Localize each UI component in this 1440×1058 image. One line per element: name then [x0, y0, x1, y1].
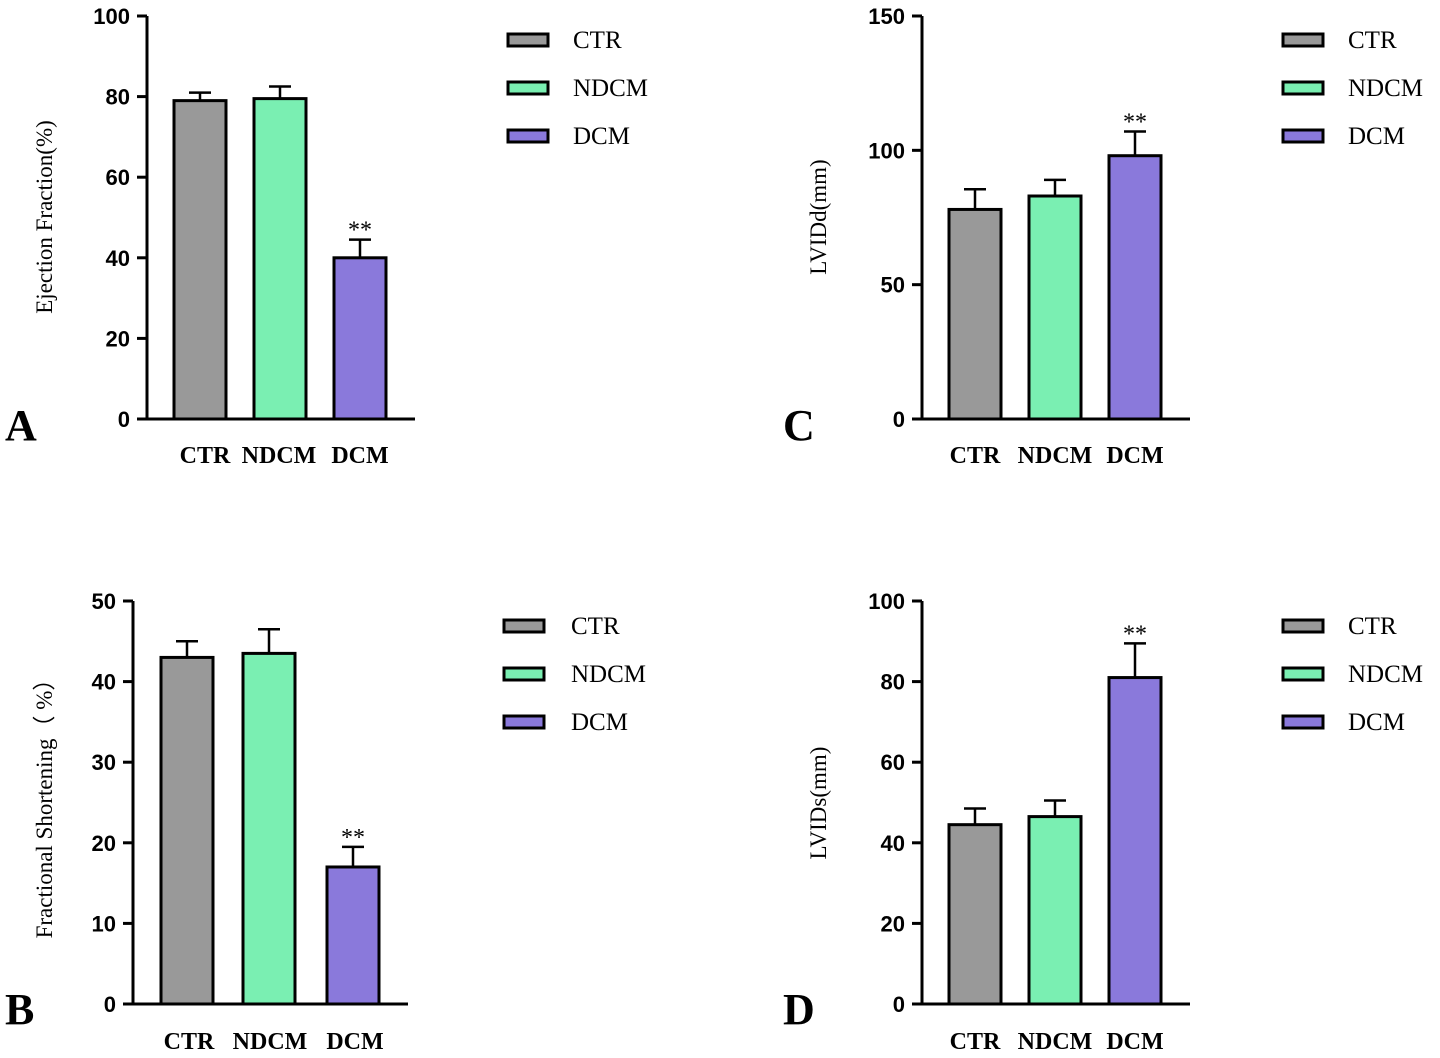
- legend-label: CTR: [1348, 27, 1397, 54]
- y-tick-label: 80: [106, 85, 130, 110]
- legend-swatch-ctr: [1281, 618, 1325, 634]
- legend-label: DCM: [573, 123, 630, 150]
- legend-label: CTR: [1348, 613, 1397, 640]
- legend-label: CTR: [573, 27, 622, 54]
- x-tick-label: CTR: [164, 1029, 215, 1055]
- significance-mark: **: [1123, 110, 1147, 136]
- y-axis-label: LVIDd(mm): [806, 159, 831, 274]
- legend-swatch-dcm: [506, 128, 550, 144]
- y-tick-label: 20: [881, 911, 905, 936]
- x-tick-label: DCM: [1106, 443, 1163, 469]
- x-tick-label: NDCM: [1018, 1029, 1093, 1055]
- legend-label: DCM: [1348, 709, 1405, 736]
- bar-ctr: [947, 207, 1003, 421]
- y-tick-label: 0: [104, 992, 116, 1017]
- x-tick-label: DCM: [326, 1029, 383, 1055]
- bar-ctr: [947, 823, 1003, 1006]
- legend-label: NDCM: [1348, 75, 1423, 102]
- chart-panel-b: CTR NDCM ** DCM 0 10 20 30 40 50 Fractional Shorte…: [5, 589, 646, 1055]
- bar-ctr: [159, 655, 215, 1006]
- bar-ctr: [172, 99, 228, 421]
- legend-swatch-ndcm: [502, 666, 546, 682]
- bar-ndcm: [241, 651, 297, 1006]
- chart-panel-a: CTR NDCM ** DCM 0 20 40 60 80 100 Ejection Fractio…: [5, 4, 648, 469]
- y-tick-label: 50: [92, 589, 116, 614]
- legend: CTR NDCM DCM: [1281, 27, 1423, 150]
- x-tick-label: NDCM: [233, 1029, 308, 1055]
- legend-swatch-ctr: [502, 618, 546, 634]
- y-tick-label: 100: [868, 589, 905, 614]
- x-tick-label: CTR: [950, 443, 1001, 469]
- y-tick-label: 80: [881, 670, 905, 695]
- y-tick-label: 40: [106, 246, 130, 271]
- panel-label: C: [783, 401, 815, 450]
- legend-swatch-ctr: [506, 32, 550, 48]
- bar-ndcm: [1027, 815, 1083, 1006]
- legend-label: DCM: [571, 709, 628, 736]
- bar-dcm: [325, 865, 381, 1006]
- x-tick-label: CTR: [950, 1029, 1001, 1055]
- significance-mark: **: [341, 825, 365, 851]
- y-axis-label: Fractional Shortening（ %）: [32, 668, 57, 939]
- y-axis-label: LVIDs(mm): [806, 747, 831, 860]
- x-tick-label: DCM: [1106, 1029, 1163, 1055]
- x-tick-label: NDCM: [1018, 443, 1093, 469]
- legend-label: NDCM: [573, 75, 648, 102]
- y-tick-label: 30: [92, 750, 116, 775]
- y-tick-label: 0: [893, 407, 905, 432]
- y-tick-label: 0: [118, 407, 130, 432]
- legend-swatch-ctr: [1281, 32, 1325, 48]
- legend-label: NDCM: [1348, 661, 1423, 688]
- legend-label: CTR: [571, 613, 620, 640]
- legend-label: DCM: [1348, 123, 1405, 150]
- legend-swatch-ndcm: [506, 80, 550, 96]
- y-tick-label: 40: [881, 831, 905, 856]
- y-tick-label: 40: [92, 670, 116, 695]
- y-tick-label: 60: [106, 165, 130, 190]
- y-tick-label: 50: [881, 273, 905, 298]
- legend: CTR NDCM DCM: [502, 613, 646, 736]
- legend: CTR NDCM DCM: [1281, 613, 1423, 736]
- y-tick-label: 10: [92, 911, 116, 936]
- panel-label: D: [783, 985, 815, 1034]
- y-tick-label: 150: [868, 4, 905, 29]
- x-tick-label: NDCM: [242, 443, 317, 469]
- legend: CTR NDCM DCM: [506, 27, 648, 150]
- y-tick-label: 0: [893, 992, 905, 1017]
- panel-label: A: [5, 401, 37, 450]
- bar-ndcm: [1027, 194, 1083, 421]
- legend-swatch-dcm: [1281, 128, 1325, 144]
- legend-swatch-ndcm: [1281, 80, 1325, 96]
- y-tick-label: 100: [868, 138, 905, 163]
- y-tick-label: 60: [881, 750, 905, 775]
- legend-swatch-dcm: [1281, 714, 1325, 730]
- chart-panel-d: CTR NDCM ** DCM 0 20 40 60 80 100 LVIDs(mm) D CTR NDC…: [783, 589, 1423, 1055]
- bar-dcm: [1107, 676, 1163, 1006]
- x-tick-label: DCM: [331, 443, 388, 469]
- panel-label: B: [5, 985, 34, 1034]
- bar-ndcm: [252, 97, 308, 421]
- significance-mark: **: [348, 218, 372, 244]
- y-axis-label: Ejection Fraction(%): [32, 120, 57, 314]
- bar-dcm: [1107, 154, 1163, 421]
- y-tick-label: 20: [92, 831, 116, 856]
- y-tick-label: 100: [93, 4, 130, 29]
- legend-label: NDCM: [571, 661, 646, 688]
- bar-dcm: [332, 256, 388, 421]
- x-tick-label: CTR: [180, 443, 231, 469]
- y-tick-label: 20: [106, 326, 130, 351]
- legend-swatch-ndcm: [1281, 666, 1325, 682]
- significance-mark: **: [1123, 621, 1147, 647]
- legend-swatch-dcm: [502, 714, 546, 730]
- chart-panel-c: CTR NDCM ** DCM 0 50 100 150 LVIDd(mm) C CTR NDCM DC…: [783, 4, 1423, 469]
